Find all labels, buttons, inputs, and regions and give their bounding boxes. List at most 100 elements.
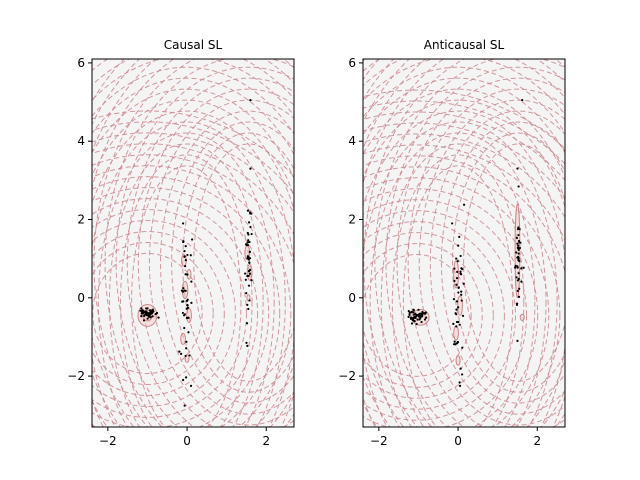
data-point (456, 260, 459, 263)
dashed-contour-line (385, 66, 565, 427)
data-point (142, 319, 146, 322)
dashed-contour-line (418, 99, 565, 426)
dashed-contour-line (92, 252, 203, 375)
data-point (423, 312, 426, 315)
data-point (459, 270, 462, 273)
dashed-contour-level (92, 99, 294, 427)
data-point (146, 317, 149, 320)
dashed-contour-line (108, 143, 264, 427)
data-point (143, 310, 146, 314)
data-point (457, 291, 460, 294)
dashed-contour-line (391, 154, 525, 427)
x-tick-label: 0 (454, 434, 462, 448)
data-point (412, 311, 415, 314)
x-tick-label: −2 (370, 434, 388, 448)
data-point (516, 228, 520, 231)
data-point (248, 261, 251, 264)
data-point (517, 258, 520, 262)
dashed-contour-line (363, 133, 565, 427)
data-point (416, 318, 419, 321)
data-point (247, 284, 251, 287)
data-point (517, 244, 520, 247)
data-point (516, 242, 519, 245)
data-point (249, 225, 252, 229)
data-point (186, 273, 189, 276)
data-point (185, 307, 188, 310)
data-point (248, 250, 252, 253)
data-point (248, 240, 251, 244)
data-point (246, 255, 249, 258)
data-point (246, 303, 249, 306)
data-point (249, 212, 252, 215)
data-point (461, 373, 464, 376)
data-point (248, 299, 251, 302)
data-point (181, 311, 185, 315)
data-point (250, 279, 253, 282)
data-point (188, 354, 191, 357)
data-point (181, 378, 185, 382)
solid-contour-line (453, 325, 459, 341)
dashed-contour-level (363, 77, 565, 427)
plot-area (363, 59, 565, 427)
data-point (462, 203, 466, 206)
data-point (516, 339, 519, 342)
dashed-contour-level (92, 66, 294, 427)
dashed-contour-line (92, 220, 236, 407)
axes-frame (362, 58, 566, 428)
data-point (247, 258, 250, 261)
data-point (249, 167, 252, 170)
dashed-contour-line (363, 243, 483, 388)
data-point (417, 315, 420, 318)
data-point (420, 315, 424, 318)
data-point (247, 239, 250, 242)
dashed-contour-line (363, 254, 472, 377)
data-point (184, 273, 187, 276)
data-point (420, 320, 423, 324)
solid-contour-line (186, 307, 192, 323)
dashed-contour-line (148, 99, 294, 426)
solid-contour-line (246, 294, 251, 302)
data-point (515, 236, 518, 239)
data-point (184, 265, 187, 268)
data-point (408, 313, 411, 316)
dashed-contour-line (137, 88, 294, 427)
dashed-contour-line (407, 88, 565, 427)
dashed-contour-line (369, 132, 547, 427)
data-point (140, 312, 143, 315)
data-point (247, 221, 251, 224)
dashed-contour-line (363, 77, 565, 154)
dashed-contour-line (92, 99, 294, 427)
data-point (189, 384, 193, 387)
data-point (461, 314, 465, 317)
data-point (186, 298, 189, 301)
dashed-contour-line (363, 59, 466, 427)
data-point (460, 273, 463, 276)
dashed-contour-level (363, 132, 565, 427)
dashed-contour-line (115, 66, 294, 427)
data-point (249, 99, 252, 102)
data-point (187, 331, 190, 334)
dashed-contour-level (363, 88, 565, 427)
dashed-contour-line (92, 121, 286, 427)
dashed-contour-level (92, 121, 294, 427)
solid-contour-line (180, 332, 186, 345)
data-point (418, 318, 421, 321)
data-point (185, 376, 188, 379)
data-point (423, 318, 427, 321)
data-point (517, 252, 520, 255)
dashed-contour-line (402, 165, 514, 427)
dashed-contour-level (363, 110, 565, 427)
anticausal-sl-plot: Anticausal SL −2 0 2 −2 0 2 4 6 (338, 38, 566, 448)
data-point (246, 344, 249, 347)
data-point (155, 311, 159, 315)
data-point (185, 347, 188, 350)
dashed-contour-line (363, 155, 565, 427)
data-point (246, 243, 250, 247)
x-tick-label: 0 (183, 434, 191, 448)
data-point (417, 308, 420, 311)
data-point (519, 241, 522, 244)
data-point (458, 384, 462, 387)
data-point (517, 272, 520, 275)
data-point (517, 295, 521, 298)
